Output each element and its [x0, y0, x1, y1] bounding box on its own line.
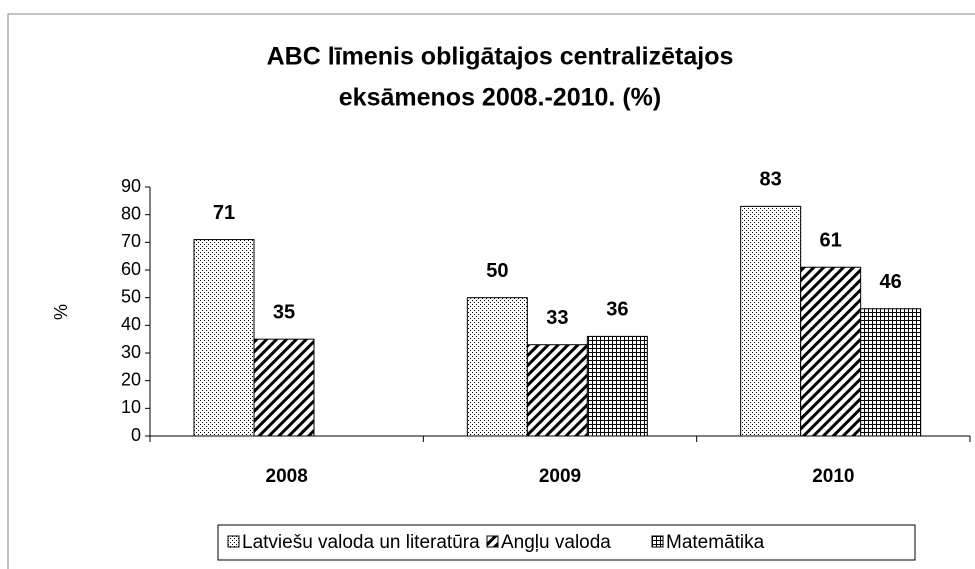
chart-title: ABC līmenis obligātajos centralizētajos [267, 43, 734, 71]
y-tick-label: 0 [131, 425, 141, 445]
bar [740, 205, 802, 437]
bar [860, 308, 922, 437]
bar [586, 335, 648, 437]
legend-swatch [227, 535, 240, 548]
legend-swatch [486, 535, 499, 548]
data-label: 36 [606, 299, 628, 321]
legend-label: Latviešu valoda un literatūra [242, 532, 480, 553]
data-label: 83 [760, 169, 782, 191]
legend-label: Angļu valoda [501, 532, 611, 553]
data-label: 35 [273, 301, 295, 323]
y-tick-label: 50 [121, 286, 141, 306]
bar [253, 338, 315, 437]
chart-frame [7, 13, 975, 569]
data-label: 33 [546, 307, 568, 329]
legend-label: Matemātika [666, 532, 765, 553]
y-tick-label: 10 [121, 397, 141, 417]
data-label: 46 [880, 271, 902, 293]
x-tick-label: 2010 [812, 466, 854, 487]
y-tick-label: 40 [121, 314, 141, 334]
bar [526, 344, 588, 437]
bar [466, 297, 528, 437]
y-tick-label: 20 [121, 369, 141, 389]
x-tick-label: 2008 [266, 466, 308, 487]
y-tick-label: 70 [121, 231, 141, 251]
data-label: 61 [820, 230, 842, 252]
data-label: 50 [486, 260, 508, 282]
chart-title: eksāmenos 2008.-2010. (%) [339, 84, 661, 112]
y-axis-label: % [51, 304, 71, 320]
y-tick-label: 90 [121, 176, 141, 196]
legend [217, 524, 916, 561]
x-tick-label: 2009 [539, 466, 581, 487]
y-tick-label: 30 [121, 342, 141, 362]
legend-swatch [651, 535, 664, 548]
bar [193, 239, 255, 437]
y-tick-label: 80 [121, 203, 141, 223]
data-label: 71 [213, 202, 235, 224]
y-tick-label: 60 [121, 259, 141, 279]
bar [800, 266, 862, 437]
